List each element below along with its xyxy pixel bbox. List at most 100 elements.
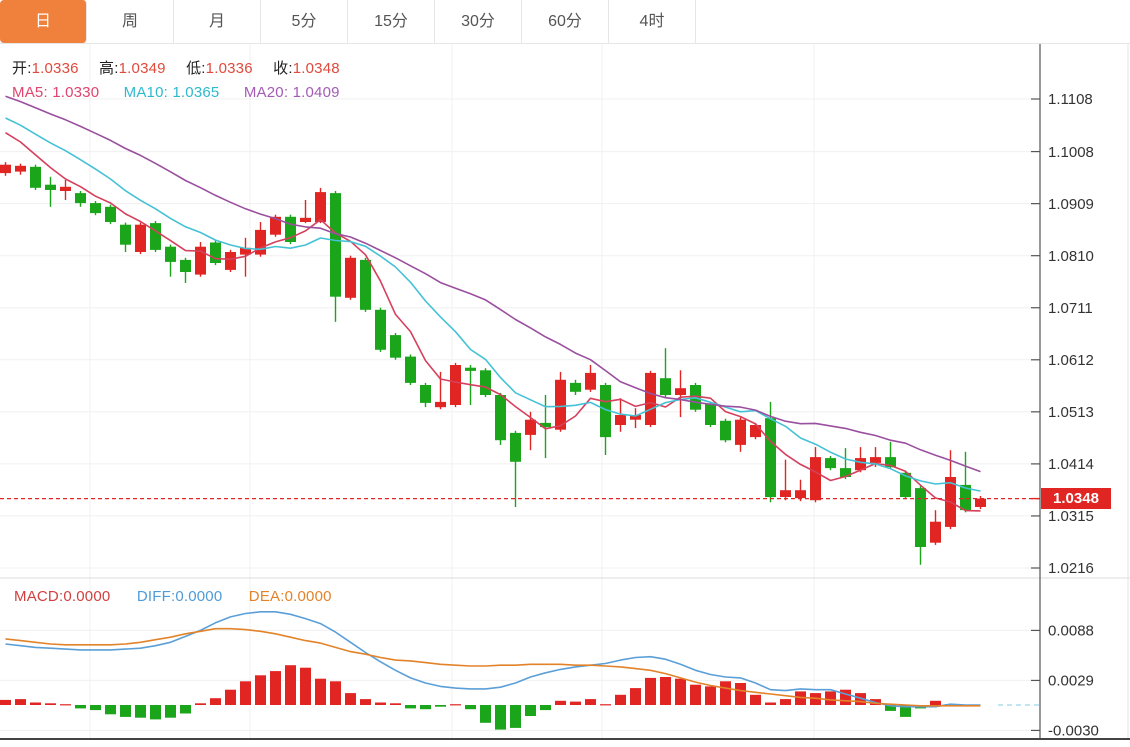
macd-bar[interactable] [450, 704, 461, 706]
candle[interactable] [750, 422, 761, 440]
macd-bar[interactable] [660, 677, 671, 705]
macd-bar[interactable] [315, 678, 326, 705]
macd-bar[interactable] [900, 705, 911, 717]
candle[interactable] [810, 447, 821, 503]
macd-bar[interactable] [600, 704, 611, 706]
candle[interactable] [615, 398, 626, 432]
macd-bar[interactable] [195, 703, 206, 705]
macd-bar[interactable] [570, 701, 581, 705]
macd-bar[interactable] [15, 699, 26, 705]
candle[interactable] [885, 441, 896, 470]
macd-bar[interactable] [465, 705, 476, 710]
candle[interactable] [75, 191, 86, 207]
candle[interactable] [240, 237, 251, 277]
candle[interactable] [30, 164, 41, 190]
candle[interactable] [825, 456, 836, 471]
macd-bar[interactable] [630, 688, 641, 705]
macd-bar[interactable] [60, 704, 71, 706]
candle[interactable] [630, 408, 641, 429]
candle[interactable] [315, 187, 326, 224]
macd-bar[interactable] [165, 705, 176, 718]
candle[interactable] [45, 176, 56, 207]
macd-bar[interactable] [255, 675, 266, 705]
macd-bar[interactable] [645, 677, 656, 705]
macd-bar[interactable] [105, 705, 116, 715]
candle[interactable] [540, 395, 551, 459]
macd-bar[interactable] [690, 684, 701, 705]
candle[interactable] [390, 333, 401, 360]
macd-bar[interactable] [0, 699, 11, 705]
macd-bar[interactable] [270, 671, 281, 705]
candle[interactable] [285, 214, 296, 245]
macd-bar[interactable] [210, 698, 221, 705]
candle[interactable] [405, 354, 416, 386]
macd-bar[interactable] [345, 693, 356, 705]
candle[interactable] [450, 362, 461, 408]
macd-bar[interactable] [555, 700, 566, 705]
candle[interactable] [225, 249, 236, 272]
macd-bar[interactable] [855, 693, 866, 705]
candle[interactable] [915, 486, 926, 565]
macd-bar[interactable] [675, 678, 686, 705]
candle[interactable] [375, 307, 386, 352]
candle[interactable] [855, 447, 866, 473]
candle[interactable] [495, 392, 506, 445]
macd-bar[interactable] [240, 681, 251, 705]
macd-bar[interactable] [615, 694, 626, 705]
candle[interactable] [555, 371, 566, 432]
candle[interactable] [90, 201, 101, 216]
macd-bar[interactable] [180, 705, 191, 714]
macd-bar[interactable] [30, 702, 41, 706]
candle[interactable] [735, 417, 746, 452]
macd-bar[interactable] [405, 705, 416, 709]
candle[interactable] [585, 365, 596, 392]
candle[interactable] [120, 222, 131, 252]
tab-month[interactable]: 月 [174, 0, 261, 43]
candle[interactable] [15, 163, 26, 175]
macd-bar[interactable] [285, 665, 296, 705]
macd-bar[interactable] [135, 705, 146, 718]
macd-bar[interactable] [720, 681, 731, 705]
macd-bar[interactable] [330, 681, 341, 705]
macd-bar[interactable] [120, 705, 131, 717]
candle[interactable] [705, 401, 716, 428]
candle[interactable] [645, 370, 656, 428]
candle[interactable] [60, 180, 71, 200]
candle[interactable] [210, 240, 221, 266]
macd-bar[interactable] [390, 703, 401, 705]
candle[interactable] [165, 244, 176, 277]
macd-bar[interactable] [840, 689, 851, 705]
candle[interactable] [135, 222, 146, 255]
macd-bar[interactable] [540, 705, 551, 711]
candle[interactable] [600, 382, 611, 455]
macd-bar[interactable] [930, 700, 941, 705]
macd-bar[interactable] [525, 705, 536, 716]
macd-bar[interactable] [735, 683, 746, 705]
macd-bar[interactable] [480, 705, 491, 723]
macd-bar[interactable] [300, 667, 311, 705]
candle[interactable] [930, 510, 941, 545]
candle[interactable] [975, 496, 986, 510]
tab-5min[interactable]: 5分 [261, 0, 348, 43]
macd-bar[interactable] [510, 705, 521, 728]
candle[interactable] [150, 221, 161, 252]
candle[interactable] [960, 451, 971, 513]
macd-bar[interactable] [495, 705, 506, 730]
candle[interactable] [660, 348, 671, 398]
candle[interactable] [480, 368, 491, 398]
macd-bar[interactable] [75, 705, 86, 709]
macd-bar[interactable] [765, 702, 776, 706]
macd-bar[interactable] [435, 705, 446, 707]
candle[interactable] [570, 379, 581, 395]
macd-bar[interactable] [90, 705, 101, 711]
macd-bar[interactable] [225, 689, 236, 705]
candle[interactable] [675, 370, 686, 418]
candle[interactable] [345, 255, 356, 300]
tab-30min[interactable]: 30分 [435, 0, 522, 43]
candle[interactable] [420, 382, 431, 408]
tab-day[interactable]: 日 [0, 0, 87, 43]
candle[interactable] [255, 222, 266, 257]
candle[interactable] [840, 448, 851, 480]
tab-15min[interactable]: 15分 [348, 0, 435, 43]
